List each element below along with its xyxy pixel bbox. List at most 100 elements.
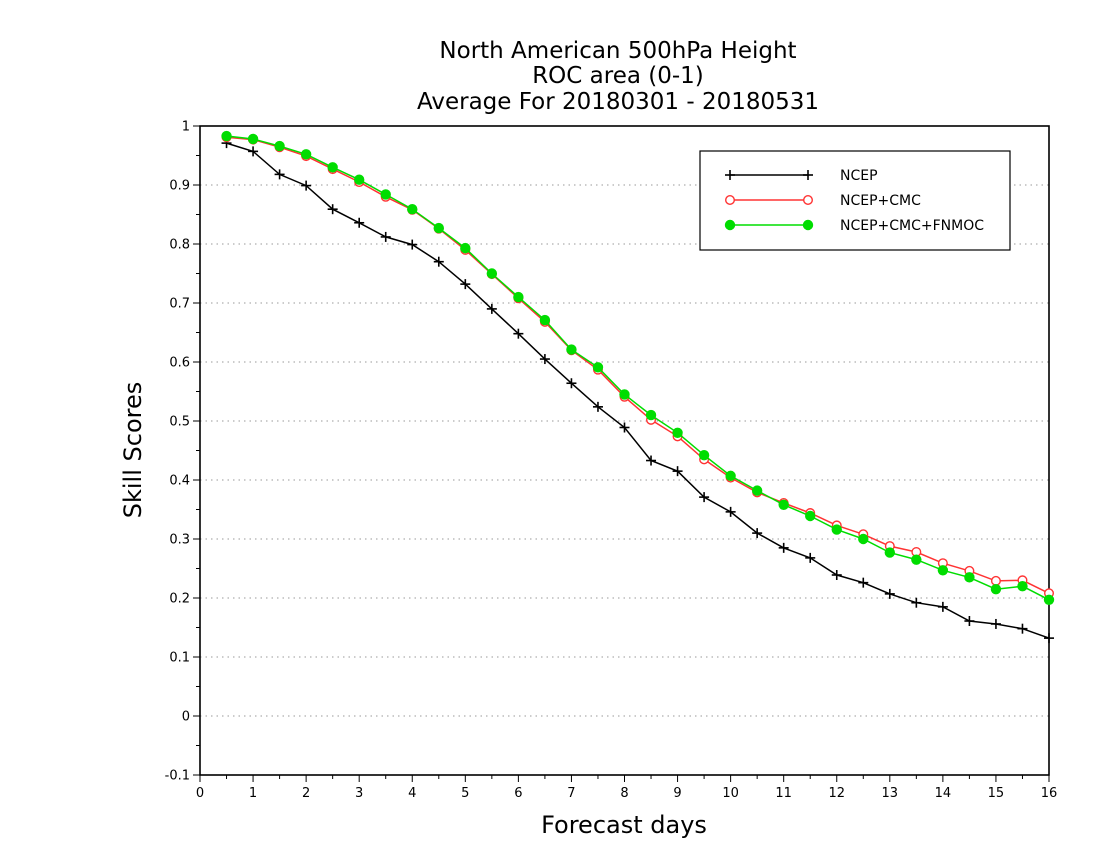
series-ncep bbox=[221, 138, 1054, 644]
series-2-point-21 bbox=[778, 499, 789, 510]
series-0-point-20 bbox=[752, 528, 763, 539]
y-tick-label-7: 0.6 bbox=[169, 356, 190, 371]
x-tick-label-15: 15 bbox=[988, 786, 1005, 801]
series-2-point-19 bbox=[725, 470, 736, 482]
series-2-point-9 bbox=[460, 242, 471, 254]
x-tick-label-4: 4 bbox=[408, 786, 416, 801]
legend-label-0: NCEP bbox=[840, 168, 878, 184]
series-2-point-25 bbox=[884, 547, 896, 558]
x-tick-label-11: 11 bbox=[775, 786, 792, 801]
series-0-point-10 bbox=[486, 303, 497, 314]
series-0-point-12 bbox=[539, 354, 550, 365]
series-0-point-18 bbox=[699, 492, 710, 503]
series-2-point-18 bbox=[698, 450, 710, 461]
series-2-point-27 bbox=[937, 565, 949, 576]
series-2-point-31 bbox=[1043, 594, 1055, 605]
y-tick-label-1: 0 bbox=[182, 710, 190, 725]
series-line-0 bbox=[226, 142, 1050, 639]
series-0-point-2 bbox=[274, 169, 285, 180]
series-0-point-4 bbox=[327, 204, 338, 215]
series-2-point-23 bbox=[831, 524, 842, 535]
series-0-point-28 bbox=[964, 616, 975, 627]
series-2-point-5 bbox=[353, 174, 365, 185]
series-2-point-11 bbox=[513, 291, 524, 303]
series-0-point-30 bbox=[1017, 623, 1028, 634]
title-line-3: Average For 20180301 - 20180531 bbox=[417, 89, 819, 115]
y-tick-label-0: -0.1 bbox=[165, 769, 190, 784]
series-2-point-8 bbox=[433, 222, 444, 234]
x-tick-label-8: 8 bbox=[620, 786, 628, 801]
series-0-point-8 bbox=[433, 256, 444, 267]
series-2-point-30 bbox=[1017, 581, 1028, 592]
y-tick-label-10: 0.9 bbox=[169, 179, 190, 194]
series-0-point-26 bbox=[911, 597, 922, 608]
chart-title: North American 500hPa Height ROC area (0… bbox=[417, 38, 819, 115]
legend-marker-end-0 bbox=[803, 170, 813, 180]
y-tick-label-9: 0.8 bbox=[169, 238, 190, 253]
series-1-point-29 bbox=[990, 575, 1001, 586]
y-tick-label-6: 0.5 bbox=[169, 415, 190, 430]
series-2-point-12 bbox=[539, 314, 551, 326]
x-tick-label-9: 9 bbox=[673, 786, 681, 801]
series-2-point-28 bbox=[964, 572, 975, 583]
series-2-point-17 bbox=[672, 427, 683, 439]
series-2-point-26 bbox=[911, 554, 922, 565]
legend-marker-start-1 bbox=[725, 194, 736, 205]
series-0-point-7 bbox=[407, 239, 418, 250]
x-tick-label-16: 16 bbox=[1041, 786, 1058, 801]
series-0-point-1 bbox=[248, 146, 259, 157]
series-2-point-16 bbox=[645, 409, 657, 421]
series-0-point-13 bbox=[566, 378, 577, 389]
series-0-point-22 bbox=[805, 552, 816, 563]
series-2-point-10 bbox=[486, 268, 498, 279]
series-0-point-11 bbox=[513, 328, 524, 339]
plot-series bbox=[221, 130, 1055, 644]
legend-marker-end-2 bbox=[802, 219, 814, 231]
y-axis-title: Skill Scores bbox=[119, 382, 147, 519]
series-0-point-25 bbox=[884, 588, 895, 599]
series-2-point-3 bbox=[300, 149, 312, 160]
series-0-point-31 bbox=[1044, 633, 1054, 644]
series-2-point-15 bbox=[619, 389, 630, 400]
legend: NCEP NCEP+CMC NCEP+CMC+FNMOC bbox=[699, 150, 1011, 251]
x-tick-label-6: 6 bbox=[514, 786, 522, 801]
y-tick-label-11: 1 bbox=[182, 120, 190, 135]
series-0-point-3 bbox=[301, 180, 312, 191]
legend-marker-end-1 bbox=[803, 194, 814, 205]
x-tick-label-7: 7 bbox=[567, 786, 575, 801]
legend-label-2: NCEP+CMC+FNMOC bbox=[840, 218, 984, 234]
x-tick-label-2: 2 bbox=[302, 786, 310, 801]
gridlines bbox=[200, 184, 1049, 717]
series-2-point-4 bbox=[327, 162, 338, 173]
series-2-point-13 bbox=[566, 344, 577, 355]
series-0-point-17 bbox=[672, 466, 683, 477]
x-tick-label-0: 0 bbox=[196, 786, 204, 801]
x-tick-label-5: 5 bbox=[461, 786, 469, 801]
x-tick-label-10: 10 bbox=[722, 786, 739, 801]
series-0-point-15 bbox=[619, 422, 630, 433]
series-0-point-27 bbox=[937, 601, 948, 612]
x-axis-title: Forecast days bbox=[541, 811, 707, 839]
x-tick-label-12: 12 bbox=[828, 786, 845, 801]
series-2-point-2 bbox=[274, 140, 285, 152]
y-tick-label-3: 0.2 bbox=[169, 592, 190, 607]
series-0-point-24 bbox=[858, 577, 869, 588]
x-tick-label-13: 13 bbox=[882, 786, 899, 801]
y-tick-label-2: 0.1 bbox=[169, 651, 190, 666]
series-2-point-22 bbox=[805, 510, 816, 522]
legend-marker-start-2 bbox=[724, 219, 736, 231]
series-2-point-7 bbox=[407, 203, 418, 215]
axes: -0.100.10.20.30.40.50.60.70.80.910 1 2 3 4 5 6… bbox=[165, 120, 1058, 802]
series-0-point-29 bbox=[990, 618, 1001, 629]
legend-label-1: NCEP+CMC bbox=[840, 193, 921, 209]
series-ncep-cmc-fnmoc bbox=[221, 130, 1055, 605]
series-0-point-5 bbox=[354, 217, 365, 228]
series-2-point-0 bbox=[221, 130, 232, 142]
series-0-point-21 bbox=[778, 542, 789, 553]
x-tick-label-3: 3 bbox=[355, 786, 363, 801]
series-2-point-14 bbox=[592, 362, 604, 373]
x-tick-label-1: 1 bbox=[249, 786, 257, 801]
series-0-point-16 bbox=[646, 455, 657, 466]
series-2-point-29 bbox=[990, 583, 1002, 595]
